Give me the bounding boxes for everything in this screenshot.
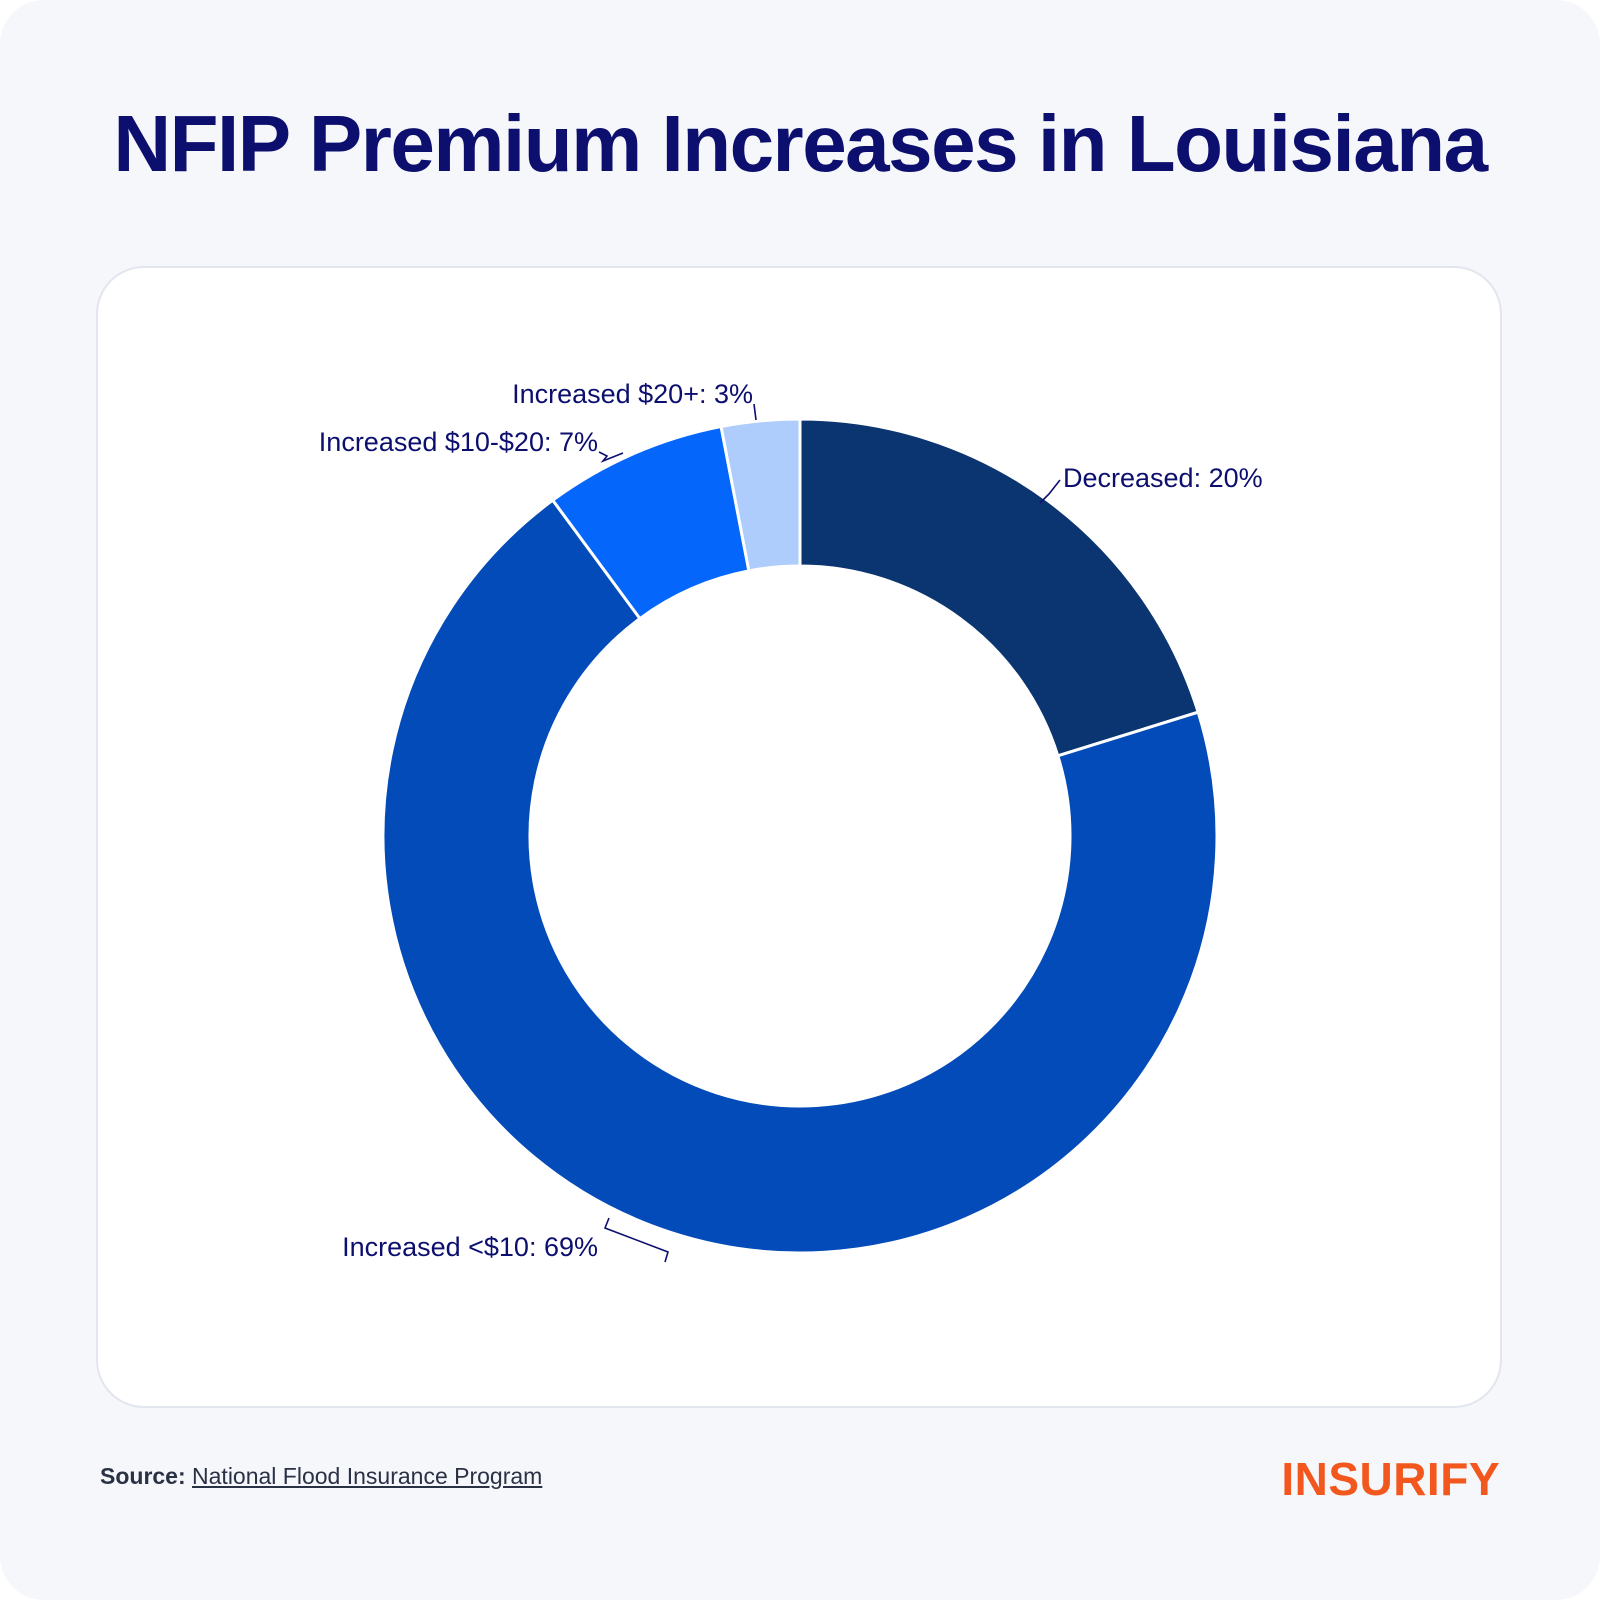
leader-line	[1039, 479, 1061, 504]
donut-slice-increased-20	[719, 417, 802, 573]
leader-line	[598, 451, 624, 463]
slice-label: Increased $10-$20: 7%	[319, 427, 598, 457]
page-title: NFIP Premium Increases in Louisiana	[113, 99, 1488, 188]
leader-line	[753, 403, 757, 421]
donut-slice-decreased	[798, 417, 1201, 758]
slice-label: Increased <$10: 69%	[342, 1232, 598, 1262]
slice-label: Decreased: 20%	[1063, 463, 1263, 493]
donut-slice-increased-10	[381, 498, 1219, 1255]
source-label: Source:	[100, 1463, 186, 1489]
leader-line	[603, 1217, 669, 1263]
insurify-logo: INSURIFY	[1281, 1453, 1500, 1505]
slice-label: Increased $20+: 3%	[512, 379, 753, 409]
source-note: Source: National Flood Insurance Program	[100, 1463, 542, 1490]
source-link[interactable]: National Flood Insurance Program	[192, 1463, 543, 1489]
